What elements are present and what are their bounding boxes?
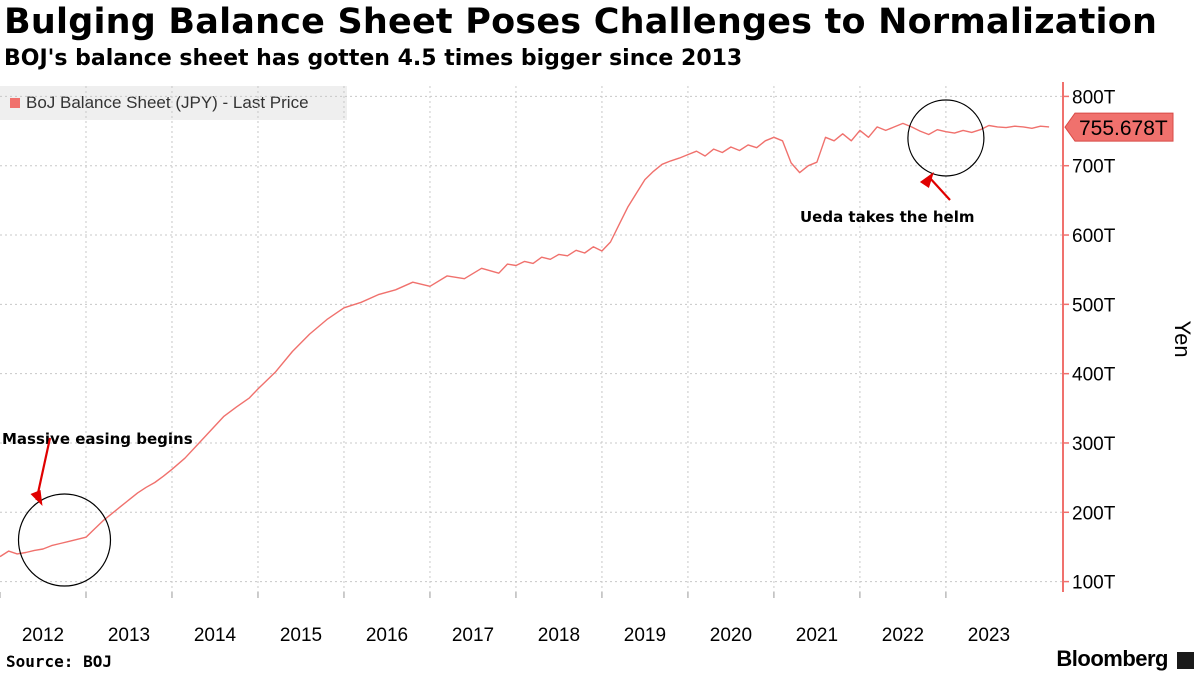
y-tick-label: 500T	[1072, 295, 1116, 316]
annotation-circle	[907, 99, 985, 177]
y-tick-label: 200T	[1072, 503, 1116, 524]
x-tick-label: 2019	[624, 625, 666, 646]
annotation-label: Ueda takes the helm	[800, 208, 975, 226]
y-tick-label: 600T	[1072, 226, 1116, 247]
x-tick-label: 2023	[968, 625, 1010, 646]
x-tick-label: 2017	[452, 625, 494, 646]
source-note: Source: BOJ	[6, 652, 112, 671]
x-tick-label: 2014	[194, 625, 237, 646]
series-line	[0, 122, 1050, 558]
y-tick-label: 400T	[1072, 365, 1116, 386]
annotation-label: Massive easing begins	[2, 430, 193, 448]
legend: BoJ Balance Sheet (JPY) - Last Price	[0, 86, 347, 120]
x-tick-label: 2012	[22, 625, 64, 646]
x-tick-label: 2021	[796, 625, 838, 646]
x-tick-label: 2020	[710, 625, 752, 646]
chart-subtitle: BOJ's balance sheet has gotten 4.5 times…	[4, 46, 743, 71]
y-tick-label: 300T	[1072, 434, 1116, 455]
y-axis-title: Yen	[1170, 320, 1195, 357]
brand-logo: Bloomberg	[1056, 646, 1168, 671]
x-tick-label: 2018	[538, 625, 580, 646]
x-tick-label: 2013	[108, 625, 150, 646]
x-tick-label: 2022	[882, 625, 924, 646]
annotation-arrowhead	[30, 490, 43, 507]
x-tick-label: 2016	[366, 625, 408, 646]
annotation-arrow	[35, 437, 52, 501]
x-tick-label: 2015	[280, 625, 322, 646]
last-value-label: 755.678T	[1079, 117, 1168, 140]
terminal-icon	[1177, 652, 1194, 669]
y-tick-label: 100T	[1072, 573, 1116, 594]
legend-swatch	[10, 98, 20, 108]
y-tick-label: 800T	[1072, 87, 1116, 108]
legend-label: BoJ Balance Sheet (JPY) - Last Price	[26, 93, 309, 112]
chart-title: Bulging Balance Sheet Poses Challenges t…	[4, 2, 1158, 42]
annotation-arrowhead	[919, 171, 934, 188]
annotation-arrow	[929, 177, 951, 201]
last-value-tag	[1064, 112, 1174, 142]
annotation-circle	[17, 493, 112, 587]
y-tick-label: 700T	[1072, 157, 1116, 178]
